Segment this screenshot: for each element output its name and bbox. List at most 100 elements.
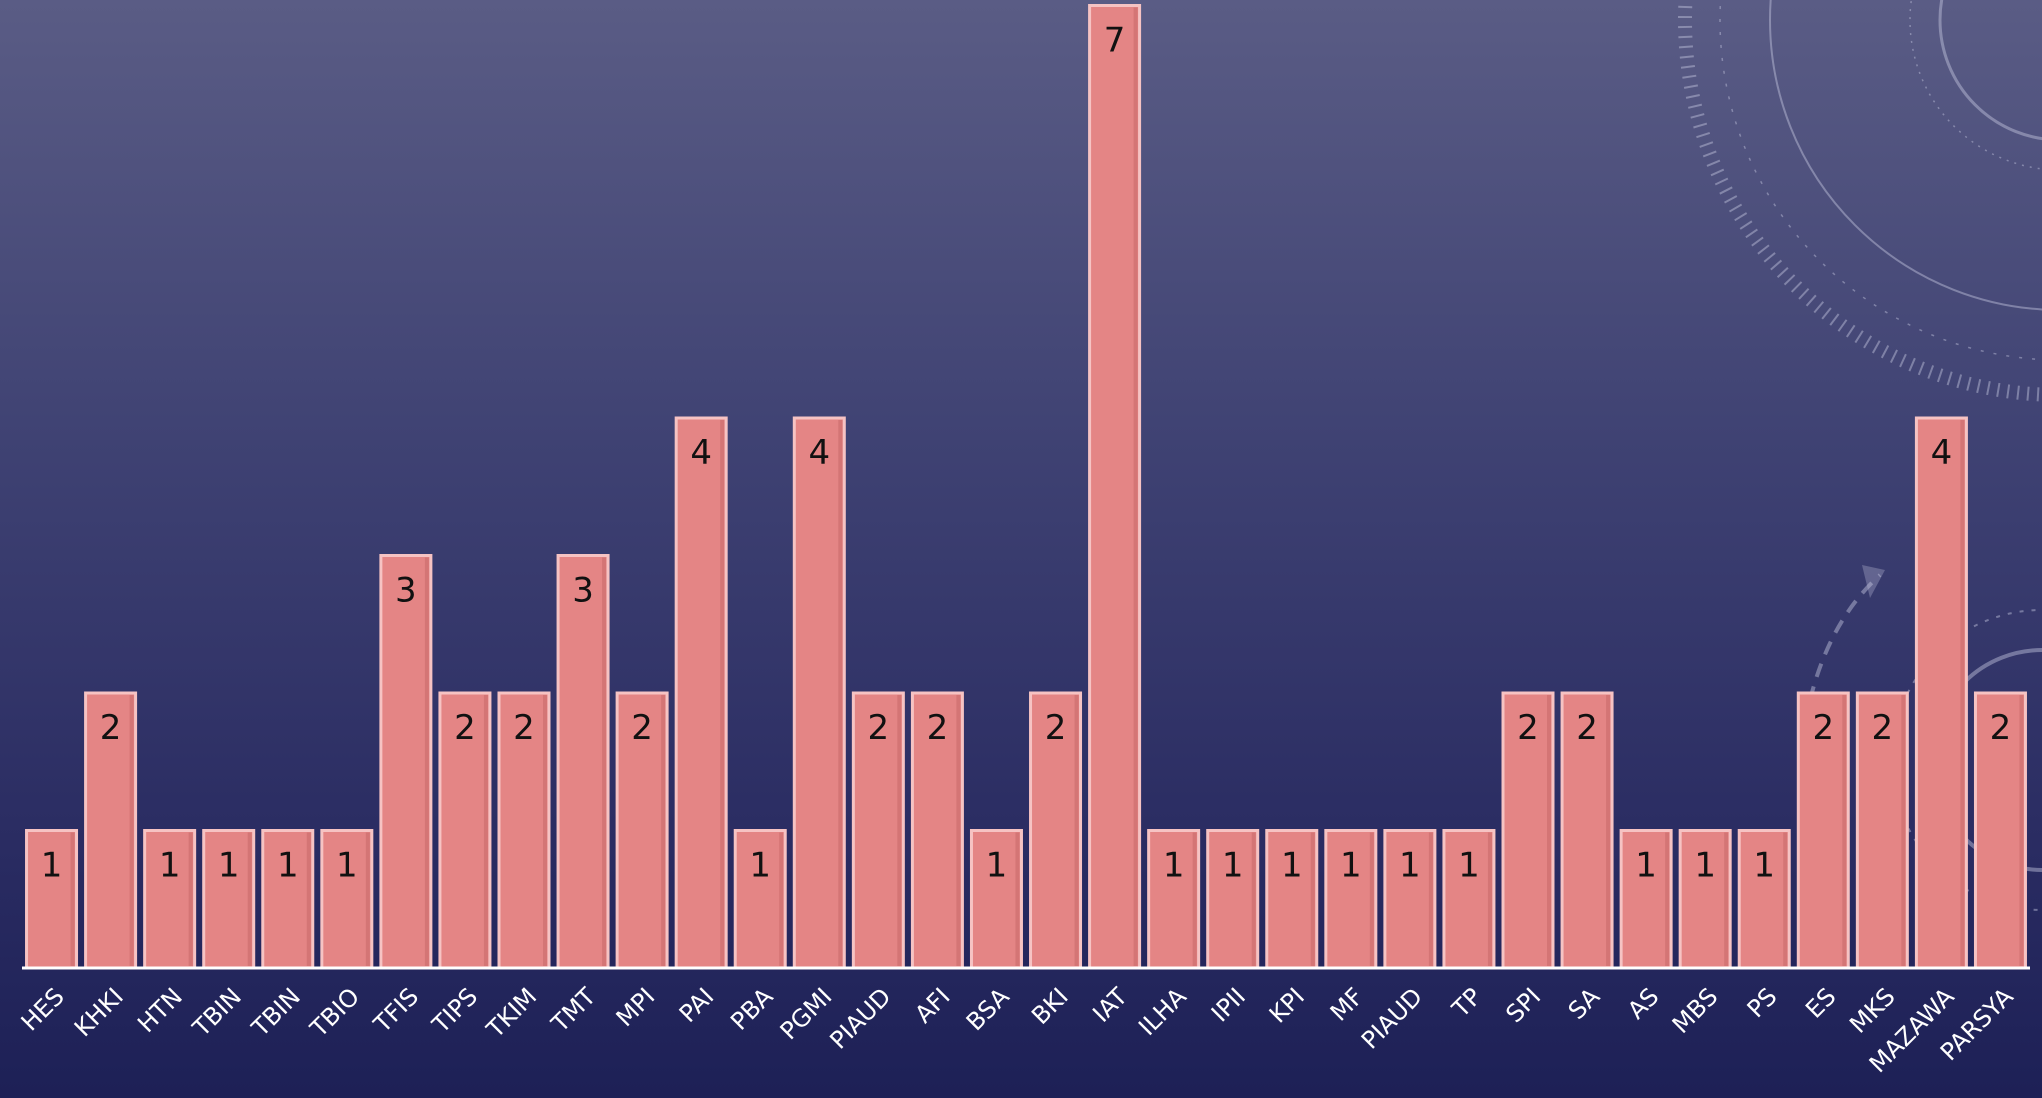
- bar-edge-shade: [720, 420, 725, 966]
- bar-rect: [1855, 691, 1909, 970]
- bar-edge-shade: [1251, 832, 1256, 966]
- bar-edge-shade: [543, 695, 547, 966]
- bar-edge-shade: [1842, 695, 1847, 966]
- bar-edge-shade: [1487, 832, 1492, 966]
- bar-value-label: 1: [1694, 846, 1716, 886]
- bar-edge-shade: [1547, 695, 1551, 966]
- bar: [1678, 829, 1732, 970]
- bar: [1796, 691, 1850, 970]
- x-tick-label: ILHA: [1133, 982, 1192, 1041]
- x-tick-label: PIAUD: [824, 982, 896, 1054]
- bar-rect: [1973, 691, 2027, 970]
- bar-rect: [1383, 829, 1437, 970]
- bar-edge-shade: [483, 695, 488, 966]
- bar-rect: [1560, 691, 1614, 970]
- x-tick-label: TBIN: [187, 982, 247, 1042]
- x-tick-label: TBIO: [304, 982, 365, 1043]
- bar-rect: [1206, 829, 1260, 970]
- bar-value-label: 1: [1753, 846, 1775, 886]
- bar-edge-shade: [1901, 695, 1906, 966]
- bar-edge-shade: [897, 695, 902, 966]
- bar-value-label: 2: [631, 708, 653, 748]
- bar-rect: [25, 829, 79, 970]
- bar: [1324, 829, 1378, 970]
- bar-value-label: 1: [41, 846, 63, 886]
- x-tick-label: PBA: [725, 982, 779, 1036]
- bar: [1619, 829, 1673, 970]
- bar-value-label: 1: [1222, 846, 1244, 886]
- bar-edge-shade: [1606, 695, 1611, 966]
- bar: [1147, 829, 1201, 970]
- bar: [1973, 691, 2027, 970]
- bar-edge-shade: [1015, 832, 1020, 966]
- bar-edge-shade: [602, 557, 607, 966]
- bar: [1501, 691, 1555, 970]
- bar-edge-shade: [188, 832, 193, 966]
- bar-edge-shade: [1074, 695, 1079, 966]
- bar-value-label: 2: [100, 708, 122, 748]
- bar: [1206, 829, 1260, 970]
- bar-value-label: 1: [159, 846, 181, 886]
- bar-edge-shade: [779, 832, 784, 966]
- x-tick-label: IAT: [1087, 982, 1133, 1028]
- x-tick-label: TKIM: [481, 982, 543, 1044]
- bar-value-label: 2: [1990, 708, 2012, 748]
- bar-rect: [1501, 691, 1555, 970]
- bar-rect: [1914, 416, 1968, 970]
- bar: [674, 416, 728, 970]
- bar-value-label: 2: [454, 708, 476, 748]
- bar-value-label: 1: [336, 846, 358, 886]
- bar-edge-shade: [1310, 832, 1315, 966]
- bar-edge-shade: [129, 695, 134, 966]
- bar-rect: [1796, 691, 1850, 970]
- x-tick-label: TBIN: [246, 982, 306, 1042]
- bar-edge-shade: [1665, 832, 1670, 966]
- bar-value-label: 2: [868, 708, 890, 748]
- bar: [1560, 691, 1614, 970]
- bar: [969, 829, 1023, 970]
- bar: [792, 416, 846, 970]
- x-tick-label: AFI: [909, 982, 955, 1028]
- bar-rect: [1265, 829, 1319, 970]
- bar: [25, 829, 79, 970]
- bar: [1265, 829, 1319, 970]
- bar-value-label: 7: [1104, 21, 1126, 61]
- x-tick-label: TIPS: [426, 982, 483, 1039]
- bar-edge-shade: [365, 832, 370, 966]
- bar-edge-shade: [424, 557, 429, 966]
- bar: [84, 691, 138, 970]
- bars-layer: [25, 4, 2027, 970]
- bar-value-label: 1: [986, 846, 1008, 886]
- bar-edge-shade: [1192, 832, 1197, 966]
- x-tick-label: BSA: [961, 982, 1015, 1036]
- x-tick-label: TMT: [545, 982, 601, 1038]
- bar-value-label: 2: [513, 708, 535, 748]
- bar-rect: [438, 691, 492, 970]
- bar-rect: [674, 416, 728, 970]
- bar: [438, 691, 492, 970]
- bar: [1088, 4, 1142, 970]
- bar-value-label: 4: [690, 433, 712, 473]
- bar-edge-shade: [1428, 832, 1433, 966]
- x-tick-label: PIAUD: [1356, 982, 1428, 1054]
- bar-rect: [1147, 829, 1201, 970]
- bar: [1383, 829, 1437, 970]
- bar-edge-shade: [2019, 695, 2024, 966]
- x-tick-label: PS: [1742, 982, 1783, 1023]
- bar-edge-shade: [70, 832, 75, 966]
- bar-rect: [792, 416, 846, 970]
- bar: [379, 554, 433, 970]
- bar-edge-shade: [1724, 832, 1729, 966]
- bar-edge-shade: [661, 695, 666, 966]
- x-tick-label: PAI: [674, 982, 720, 1028]
- bar: [1855, 691, 1909, 970]
- bar-value-label: 1: [218, 846, 240, 886]
- x-tick-label: MBS: [1667, 982, 1724, 1039]
- x-tick-label: SA: [1563, 982, 1606, 1025]
- bar-value-label: 4: [808, 433, 830, 473]
- x-tick-label: KPI: [1264, 982, 1310, 1028]
- bar: [851, 691, 905, 970]
- bar-rect: [379, 554, 433, 970]
